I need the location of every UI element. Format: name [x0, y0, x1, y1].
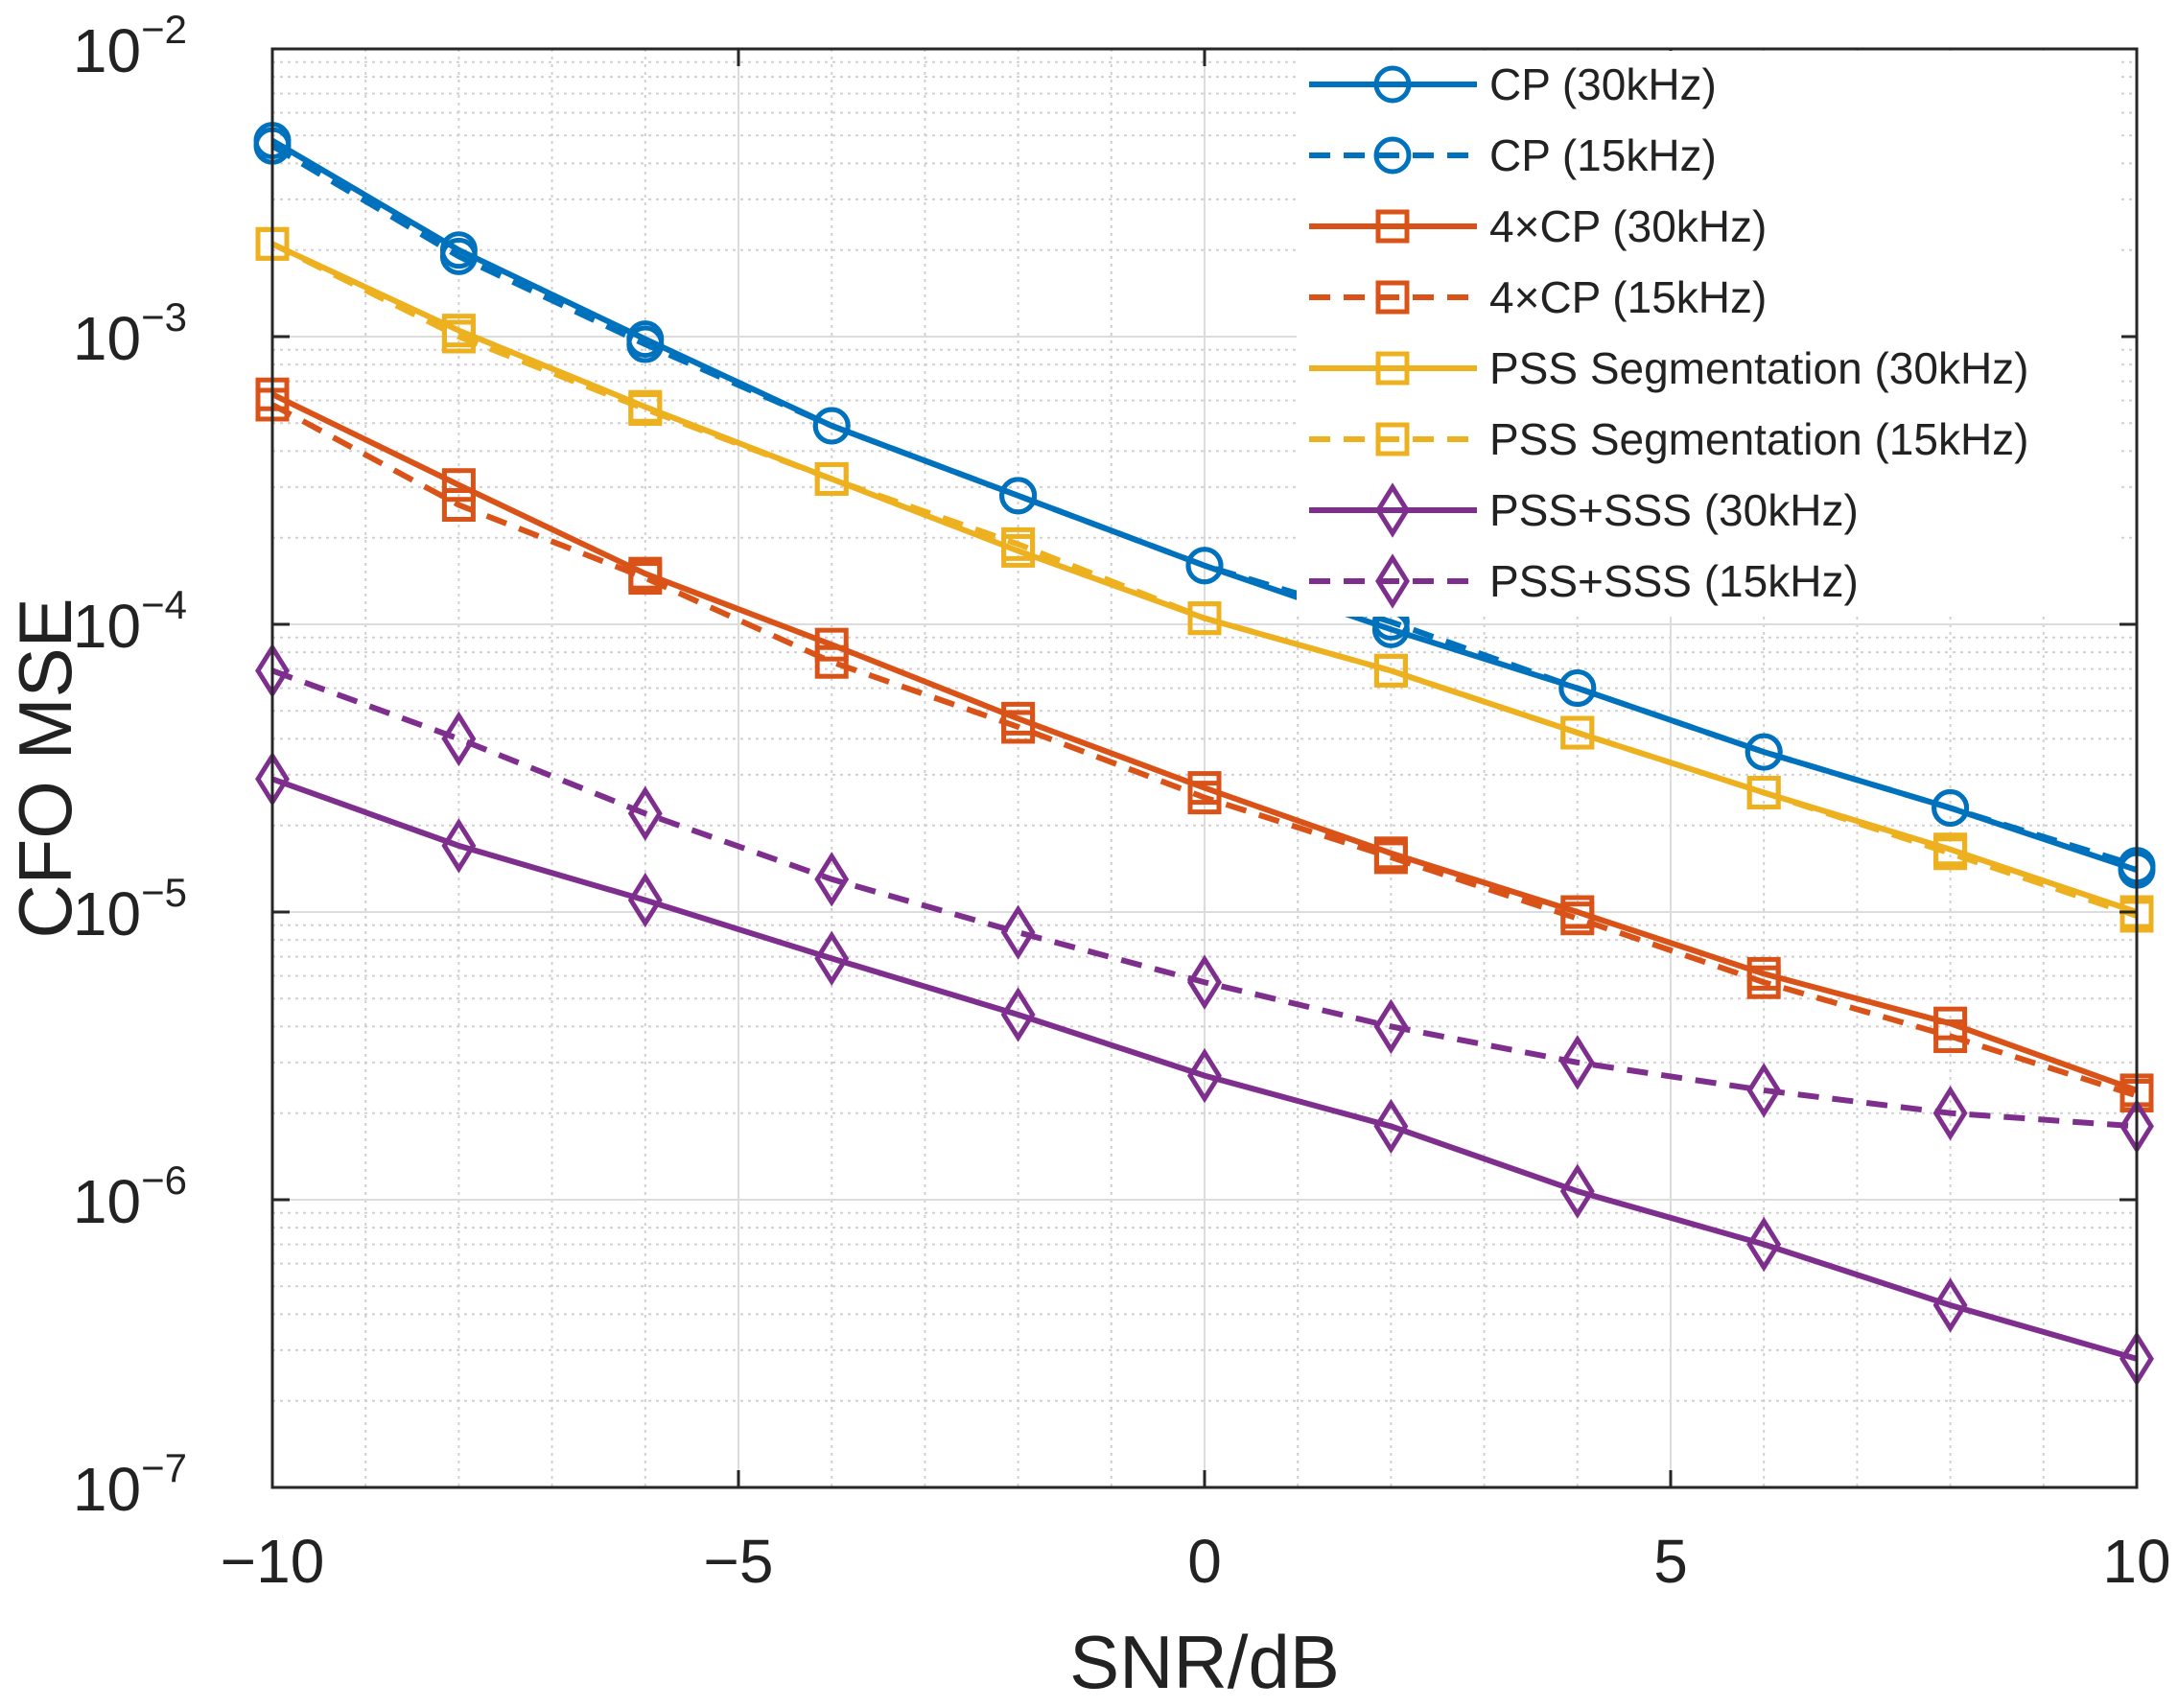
square-marker: [628, 561, 663, 596]
legend-label: 4×CP (30kHz): [1489, 201, 1767, 251]
y-axis-label: CFO MSE: [3, 597, 87, 938]
circle-marker: [812, 407, 851, 445]
diamond-marker: [627, 872, 663, 928]
legend: CP (30kHz) CP (15kHz) 4×CP (30kHz) 4×CP (15…: [1297, 51, 2121, 617]
square-marker: [814, 461, 849, 496]
diamond-marker: [1746, 1216, 1782, 1273]
square-marker: [814, 644, 849, 679]
diamond-marker: [1375, 482, 1410, 538]
series-line: [270, 138, 2138, 874]
square-marker: [441, 488, 476, 523]
series-lines: [253, 122, 2156, 1387]
y-tick-label: 10−7: [73, 1445, 187, 1524]
series-line: [270, 143, 2138, 869]
square-marker: [1373, 653, 1408, 688]
square-marker: [1560, 715, 1595, 750]
series-line: [270, 402, 2138, 1099]
diamond-marker: [1187, 1047, 1222, 1104]
diamond-marker: [814, 930, 850, 987]
diamond-marker: [1000, 904, 1036, 960]
legend-item: CP (30kHz): [1309, 59, 1717, 109]
square-marker: [441, 319, 476, 354]
circle-marker: [1932, 788, 1970, 827]
y-tick-label: 10−4: [73, 582, 187, 661]
diamond-marker: [1932, 1277, 1968, 1333]
diamond-marker: [441, 711, 477, 767]
square-marker: [1001, 710, 1036, 744]
legend-item: PSS Segmentation (15kHz): [1309, 414, 2029, 464]
legend-label: CP (15kHz): [1489, 130, 1717, 180]
circle-marker: [1185, 547, 1224, 585]
legend-label: 4×CP (15kHz): [1489, 272, 1767, 322]
diamond-marker: [1000, 987, 1036, 1042]
square-marker: [1375, 280, 1410, 315]
square-marker: [1187, 601, 1222, 636]
y-tick-label: 10−3: [73, 294, 187, 373]
legend-item: PSS+SSS (15kHz): [1309, 553, 1859, 609]
square-marker: [1001, 526, 1036, 561]
ticks: −10 −5 0 5 10 10−2 10−3 10−4 10−5 10−6 10−7: [73, 7, 2171, 1596]
square-marker: [1375, 209, 1410, 244]
square-marker: [441, 468, 476, 503]
diamond-marker: [1932, 1085, 1968, 1141]
diamond-marker: [1559, 1035, 1595, 1090]
diamond-marker: [1187, 954, 1222, 1010]
legend-item: CP (15kHz): [1309, 130, 1717, 180]
circle-marker: [999, 477, 1038, 515]
square-marker: [814, 627, 849, 662]
y-tick-label: 10−2: [73, 7, 187, 85]
y-tick-label: 10−5: [73, 870, 187, 948]
x-tick-label: 10: [2102, 1527, 2170, 1596]
legend-label: PSS+SSS (30kHz): [1489, 485, 1859, 535]
square-marker: [1373, 840, 1408, 875]
legend-label: CP (30kHz): [1489, 59, 1717, 109]
square-marker: [1187, 781, 1222, 815]
square-marker: [1933, 1019, 1968, 1054]
diamond-marker: [627, 785, 663, 841]
square-marker: [1375, 422, 1410, 456]
diamond-marker: [1373, 998, 1409, 1055]
square-marker: [1933, 836, 1968, 871]
series-line: [270, 241, 2138, 919]
x-tick-label: 0: [1187, 1527, 1222, 1596]
y-tick-label: 10−6: [73, 1158, 187, 1236]
diamond-marker: [1375, 553, 1410, 609]
legend-item: 4×CP (30kHz): [1309, 201, 1767, 251]
legend-label: PSS Segmentation (30kHz): [1489, 343, 2029, 393]
diamond-marker: [1559, 1163, 1595, 1219]
diamond-marker: [1373, 1098, 1409, 1155]
x-tick-label: −5: [704, 1527, 774, 1596]
x-axis-label: SNR/dB: [1069, 1620, 1340, 1704]
square-marker: [1746, 776, 1781, 810]
series-line: [270, 391, 2139, 1093]
legend-box: [1297, 51, 2121, 617]
circle-marker: [1745, 733, 1783, 771]
series-pss-sss-30khz-: [255, 751, 2154, 1387]
series-line: [270, 776, 2138, 1362]
x-tick-label: −10: [221, 1527, 325, 1596]
series-line: [270, 667, 2138, 1130]
square-marker: [1560, 901, 1595, 936]
circle-marker: [1558, 669, 1597, 708]
diamond-marker: [814, 852, 850, 907]
legend-item: 4×CP (15kHz): [1309, 272, 1767, 322]
square-marker: [1746, 965, 1781, 999]
circle-marker: [626, 325, 665, 363]
circle-marker: [1373, 65, 1412, 104]
legend-label: PSS+SSS (15kHz): [1489, 556, 1859, 606]
diamond-marker: [441, 818, 477, 874]
circle-marker: [1373, 136, 1412, 175]
legend-label: PSS Segmentation (15kHz): [1489, 414, 2029, 464]
circle-marker: [439, 237, 478, 275]
x-tick-label: 5: [1653, 1527, 1688, 1596]
legend-item: PSS Segmentation (30kHz): [1309, 343, 2029, 393]
legend-item: PSS+SSS (30kHz): [1309, 482, 1859, 538]
diamond-marker: [1746, 1063, 1782, 1118]
square-marker: [628, 392, 663, 427]
square-marker: [1375, 351, 1410, 386]
